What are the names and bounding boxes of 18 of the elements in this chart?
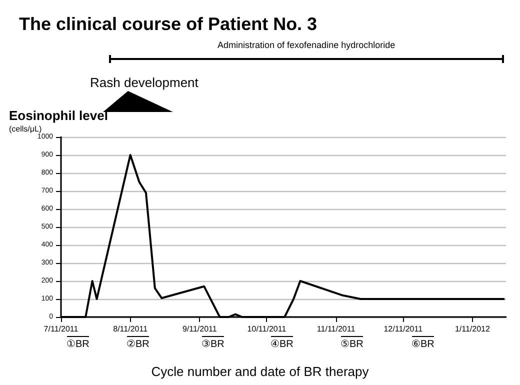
text: ⑥BR	[412, 336, 434, 351]
x-tick-label: 1/11/2012	[454, 324, 491, 334]
y-axis-title: Eosinophil level (cells/μL)	[9, 108, 108, 134]
text: ⑤BR	[340, 336, 364, 351]
x-axis-title: Cycle number and date of BR therapy	[151, 364, 370, 379]
text: Rash development	[90, 75, 198, 90]
x-tick-label: 10/11/2011	[247, 324, 287, 334]
x-tick-label: 9/11/2011	[182, 324, 218, 334]
x-tick-label: 7/11/2011	[44, 324, 79, 334]
x-tick-label: 12/11/2011	[384, 324, 424, 334]
text: ③BR	[202, 336, 224, 351]
text: ①BR	[66, 336, 90, 351]
text: ④BR	[270, 336, 294, 351]
text: ②BR	[126, 336, 150, 351]
x-tick-label: 8/11/2011	[113, 324, 148, 334]
chart-title: The clinical course of Patient No. 3	[19, 14, 318, 34]
text: Administration of fexofenadine hydrochloride	[218, 40, 396, 50]
x-tick-label: 11/11/2011	[316, 324, 356, 334]
